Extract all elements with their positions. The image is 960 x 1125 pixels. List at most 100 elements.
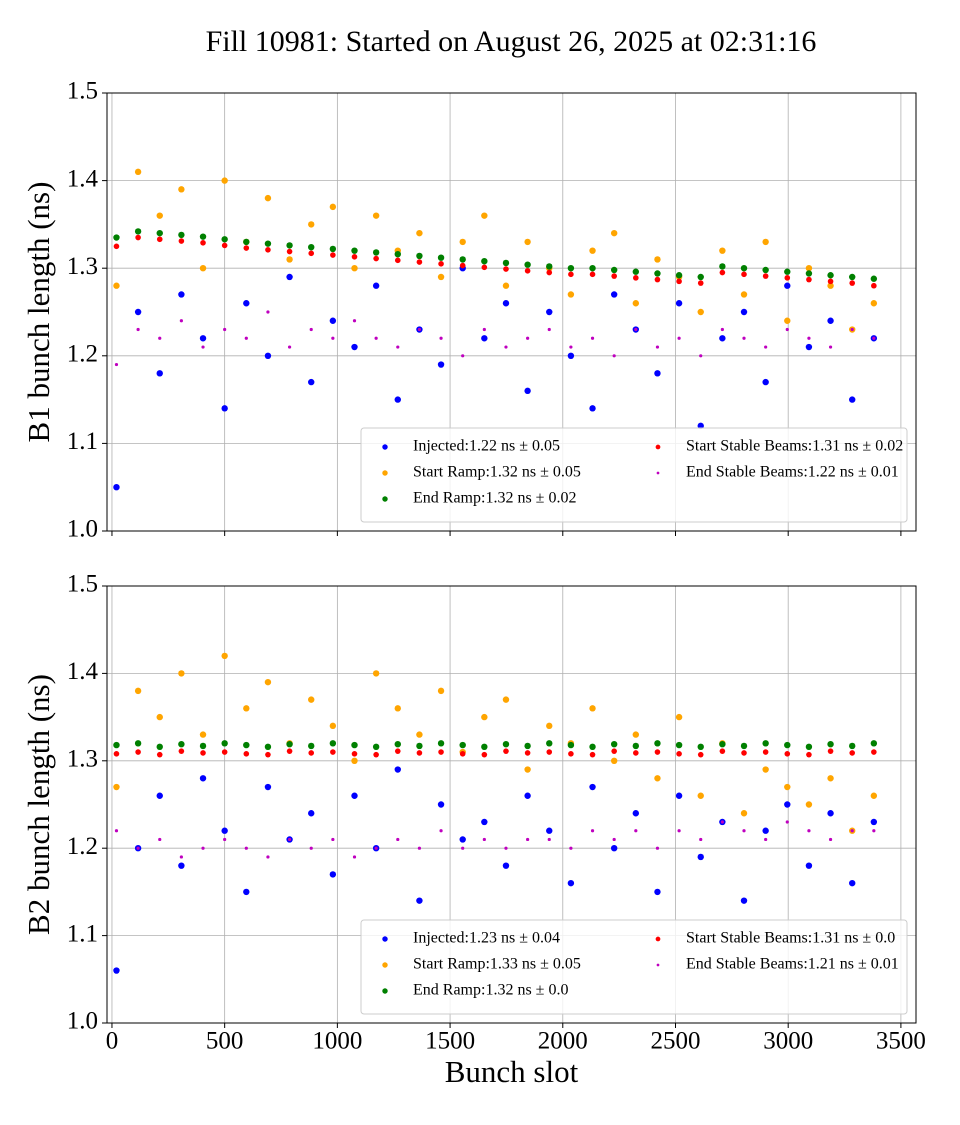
scatter-point [676,278,682,285]
scatter-point [675,741,683,749]
scatter-point [439,336,443,340]
scatter-point [286,248,293,255]
scatter-point [828,837,833,842]
scatter-point [243,888,250,896]
scatter-point [634,829,638,833]
scatter-point [156,792,163,799]
scatter-point [351,343,358,351]
scatter-point [675,272,683,279]
legend-label: Injected:1.23 ns ± 0.04 [413,930,560,947]
scatter-point [156,713,163,721]
scatter-point [546,740,553,747]
scatter-point [524,238,531,246]
scatter-point [416,731,423,738]
legend-label: End Ramp:1.32 ns ± 0.02 [413,490,576,507]
scatter-point [632,810,640,817]
scatter-point [654,775,661,782]
legend-label: Start Ramp:1.32 ns ± 0.05 [413,464,581,481]
scatter-point [437,273,445,281]
scatter-point [590,829,595,833]
scatter-point [199,731,207,738]
scatter-point [589,265,596,272]
y-tick-label: 1.5 [67,571,98,598]
scatter-point [871,749,877,755]
scatter-point [113,967,120,974]
scatter-point [567,741,575,749]
scatter-point [849,750,856,756]
scatter-point [114,362,119,367]
scatter-point [308,378,315,386]
scatter-point [849,280,856,286]
scatter-point [394,748,401,754]
scatter-point [805,743,813,751]
scatter-point [481,257,488,265]
scatter-point [437,687,445,695]
scatter-point [697,743,704,751]
scatter-point [697,308,704,316]
scatter-point [308,243,315,251]
scatter-point [113,282,120,289]
scatter-point [416,252,423,260]
scatter-point [374,846,378,850]
scatter-point [264,783,272,791]
scatter-point [266,310,270,314]
scatter-point [114,829,119,833]
scatter-point [524,742,531,750]
scatter-point [502,862,510,869]
legend-label: Start Ramp:1.33 ns ± 0.05 [413,956,581,973]
scatter-point [805,862,813,869]
scatter-point [481,743,488,751]
scatter-point [286,273,293,281]
scatter-point [546,749,553,755]
scatter-point [632,742,640,750]
x-tick-label: 1000 [312,1028,362,1055]
scatter-point [351,741,358,749]
scatter-point [136,327,140,332]
scatter-point [221,177,228,184]
scatter-point [244,846,248,850]
scatter-point [634,327,638,332]
scatter-point [417,327,422,332]
scatter-point [632,300,640,307]
scatter-point [742,829,746,833]
scatter-point [243,300,250,307]
scatter-point [396,345,400,349]
scatter-point [331,336,335,340]
scatter-point [569,846,573,850]
legend-marker [382,496,388,502]
scatter-point [221,236,228,243]
scatter-point [416,750,423,756]
y-tick-label: 1.4 [67,165,99,192]
scatter-point [329,203,337,211]
scatter-point [502,282,510,289]
scatter-point [762,827,769,834]
scatter-point [221,652,228,660]
scatter-point [502,259,510,267]
scatter-point [589,271,596,278]
x-tick-label: 2500 [650,1028,700,1055]
scatter-point [134,228,142,235]
scatter-point [654,256,661,263]
scatter-point [850,829,854,833]
scatter-point [567,352,575,359]
x-tick-label: 2000 [538,1028,588,1055]
scatter-point [654,888,661,896]
scatter-point [199,742,207,750]
scatter-point [352,855,357,859]
y-tick-label: 1.0 [67,516,98,543]
scatter-point [439,829,443,833]
legend-label: Injected:1.22 ns ± 0.05 [413,438,560,455]
scatter-point [351,247,358,254]
legend-label: Start Stable Beams:1.31 ns ± 0.02 [686,438,903,455]
scatter-point [309,327,313,332]
scatter-point [870,740,878,747]
scatter-point [567,879,575,887]
scatter-point [244,336,248,340]
scatter-point [762,766,769,773]
scatter-point [264,678,272,686]
scatter-point [481,713,488,721]
scatter-point [547,327,551,332]
y-tick-label: 1.1 [67,920,98,947]
scatter-point [805,265,813,272]
scatter-point [762,740,769,747]
